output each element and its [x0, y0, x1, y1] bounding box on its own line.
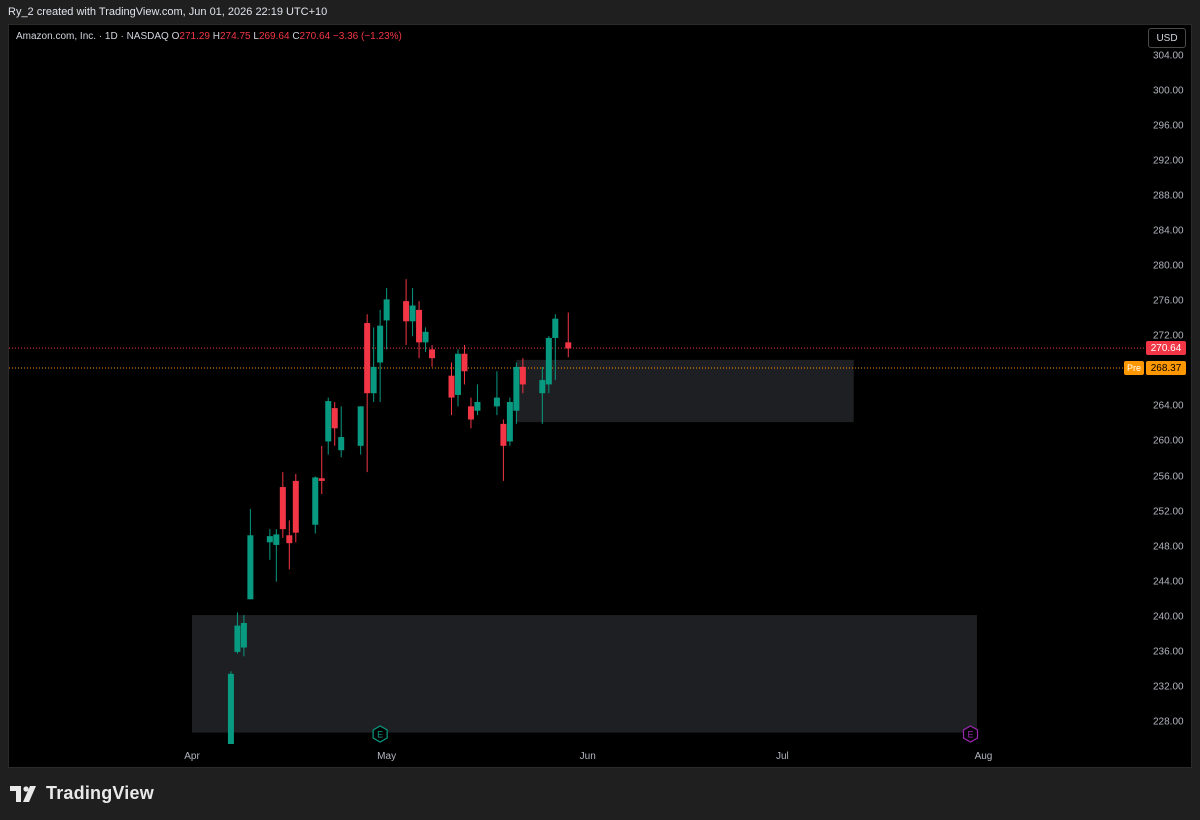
candle-body	[357, 406, 364, 446]
price-tick-label: 240.00	[1153, 611, 1184, 623]
price-tick-label: 236.00	[1153, 646, 1184, 658]
candle-body	[325, 401, 332, 442]
legend-change: −3.36 (−1.23%)	[332, 31, 402, 42]
tradingview-logo[interactable]: TradingView	[10, 783, 154, 804]
time-tick-label: Aug	[974, 751, 993, 762]
last-price-label: 270.64	[1146, 341, 1186, 356]
price-tick-label: 244.00	[1153, 576, 1184, 588]
legend-close: 270.64	[299, 31, 331, 42]
price-tick-label: 264.00	[1153, 400, 1184, 412]
price-tick-label: 272.00	[1153, 330, 1184, 342]
snapshot-header: Ry_2 created with TradingView.com, Jun 0…	[8, 6, 328, 18]
candle-body	[545, 337, 552, 385]
candle-body	[519, 366, 526, 385]
candle-body	[364, 323, 371, 394]
earnings-icon	[372, 725, 388, 743]
price-tick-label: 296.00	[1153, 120, 1184, 132]
candle-body	[454, 353, 461, 395]
candle-body	[279, 487, 286, 530]
candle-body	[234, 625, 241, 652]
premarket-tag: Pre	[1124, 361, 1144, 376]
top-bar: Ry_2 created with TradingView.com, Jun 0…	[0, 0, 1200, 24]
candle-body	[493, 397, 500, 407]
candle-body	[227, 673, 234, 744]
price-tick-label: 252.00	[1153, 506, 1184, 518]
brand-name: TradingView	[46, 783, 154, 803]
legend-symbol: Amazon.com, Inc. · 1D · NASDAQ	[16, 31, 169, 42]
candle-body	[467, 406, 474, 420]
time-tick-label: Jul	[775, 751, 789, 762]
candle-body	[461, 353, 468, 372]
candle-body	[286, 535, 293, 544]
legend-open-label: O	[171, 31, 180, 42]
candle-body	[416, 309, 423, 343]
candle-body	[448, 375, 455, 398]
price-tick-label: 256.00	[1153, 471, 1184, 483]
candle-body	[292, 480, 299, 533]
candle-body	[539, 380, 546, 394]
legend-low: 269.64	[258, 31, 290, 42]
candle-body	[318, 478, 325, 481]
time-tick-label: May	[377, 751, 397, 762]
zone-rect-1	[516, 359, 854, 423]
candle-body	[240, 622, 247, 648]
zone-rect-0	[192, 615, 977, 733]
price-tick-label: 232.00	[1153, 681, 1184, 693]
candle-body	[403, 301, 410, 322]
candle-body	[273, 534, 280, 545]
candle-body	[474, 401, 481, 411]
candle-body	[552, 318, 559, 338]
legend-low-label: L	[253, 31, 259, 42]
candle-body	[383, 299, 390, 321]
candle-body	[247, 535, 254, 600]
candle-body	[506, 401, 513, 442]
symbol-legend: Amazon.com, Inc. · 1D · NASDAQ O271.29 H…	[16, 31, 402, 42]
price-tick-label: 288.00	[1153, 190, 1184, 202]
footer	[0, 768, 1200, 820]
currency-button[interactable]: USD	[1148, 28, 1186, 48]
price-tick-label: 280.00	[1153, 260, 1184, 272]
price-tick-label: 248.00	[1153, 541, 1184, 553]
candle-body	[377, 325, 384, 363]
candle-body	[422, 331, 429, 343]
price-tick-label: 300.00	[1153, 85, 1184, 97]
candle-body	[266, 536, 273, 543]
legend-close-label: C	[292, 31, 300, 42]
legend-high: 274.75	[220, 31, 251, 42]
earnings-icon-label: E	[967, 730, 973, 740]
price-tick-label: 292.00	[1153, 155, 1184, 167]
price-tick-label: 276.00	[1153, 295, 1184, 307]
candle-body	[331, 408, 338, 429]
candle-body	[370, 366, 377, 394]
earnings-icon	[962, 725, 979, 743]
legend-open: 271.29	[179, 31, 210, 42]
tradingview-logo-icon	[10, 785, 36, 802]
candle-body	[500, 423, 507, 446]
price-tick-label: 228.00	[1153, 716, 1184, 728]
candle-body	[565, 342, 572, 349]
price-tick-label: 304.00	[1153, 50, 1184, 62]
legend-high-label: H	[212, 31, 220, 42]
earnings-icon-label: E	[377, 730, 383, 740]
price-tick-label: 260.00	[1153, 435, 1184, 447]
price-tick-label: 284.00	[1153, 225, 1184, 237]
candle-body	[338, 437, 345, 451]
candle-body	[513, 366, 520, 411]
time-tick-label: Jun	[579, 751, 596, 762]
candle-body	[409, 305, 416, 322]
time-tick-label: Apr	[184, 751, 200, 762]
candle-body	[312, 477, 319, 525]
candle-body	[429, 349, 436, 359]
premarket-price-label: 268.37	[1146, 361, 1186, 376]
